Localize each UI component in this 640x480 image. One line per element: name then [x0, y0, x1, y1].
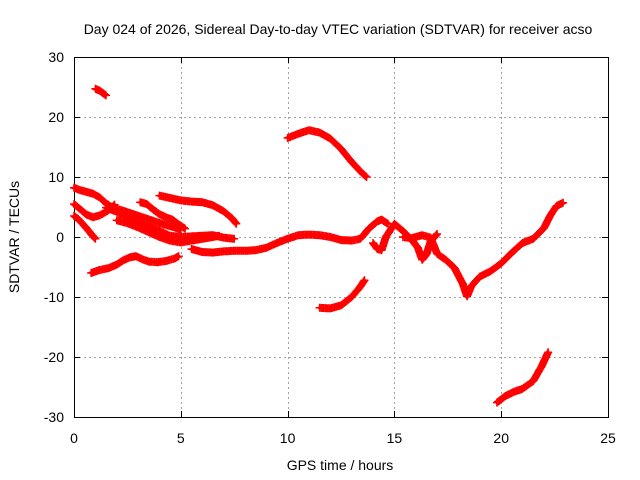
x-tick-label: 0: [70, 430, 78, 446]
chart-title: Day 024 of 2026, Sidereal Day-to-day VTE…: [84, 21, 593, 37]
series-arc-04: [70, 212, 100, 243]
series-arc-08: [87, 252, 183, 277]
y-tick-label: 20: [48, 109, 64, 125]
data-point: [230, 234, 239, 243]
y-tick-label: 30: [48, 49, 64, 65]
data-point: [559, 198, 568, 207]
series-arc-12: [315, 276, 369, 313]
series-arc-14: [398, 198, 568, 301]
grid-lines: [74, 57, 608, 417]
series-arc-06: [136, 198, 190, 233]
series-arc-07: [112, 216, 224, 247]
data-point: [231, 218, 240, 227]
data-point: [91, 234, 100, 243]
data-points: [70, 84, 568, 407]
data-point: [362, 173, 371, 181]
series-arc-01: [91, 84, 110, 100]
x-tick-label: 10: [280, 430, 296, 446]
y-tick-label: 10: [48, 169, 64, 185]
data-point: [101, 90, 109, 99]
axis-ticks: 0 5 10 15 20 25 -30 -20 -10 0 10 20 30: [44, 49, 616, 446]
series-arc-15: [492, 348, 553, 407]
y-tick-label: 0: [56, 229, 64, 245]
x-tick-label: 5: [177, 430, 185, 446]
data-point: [89, 232, 98, 241]
y-tick-label: -30: [44, 409, 64, 425]
data-point: [433, 230, 442, 238]
series-arc-09: [155, 191, 241, 228]
x-tick-label: 15: [387, 430, 403, 446]
series-arc-10: [187, 215, 392, 257]
y-axis-label: SDTVAR / TECUs: [6, 181, 22, 293]
data-point: [232, 219, 241, 228]
y-tick-label: -20: [44, 349, 64, 365]
data-point: [544, 348, 553, 357]
data-point: [215, 231, 224, 240]
x-axis-label: GPS time / hours: [287, 457, 394, 473]
data-point: [174, 252, 183, 261]
data-point: [102, 91, 110, 100]
y-tick-label: -10: [44, 289, 64, 305]
data-point: [361, 172, 370, 181]
series-arc-11: [283, 126, 371, 181]
x-tick-label: 20: [493, 430, 509, 446]
data-point: [360, 276, 369, 285]
data-point: [181, 224, 190, 233]
data-point: [432, 231, 441, 239]
data-point: [90, 233, 99, 242]
x-tick-label: 25: [600, 430, 616, 446]
